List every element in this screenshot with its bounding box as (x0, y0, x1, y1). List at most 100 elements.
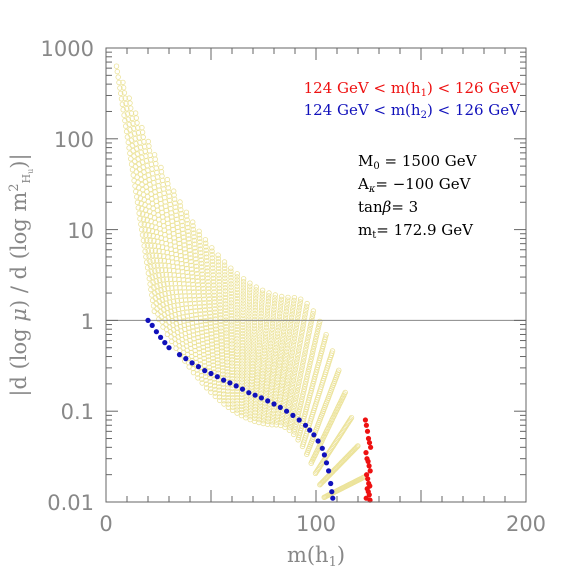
scan-point (278, 299, 284, 305)
scan-point (203, 244, 209, 250)
scan-point (224, 346, 230, 352)
scan-point (271, 364, 277, 371)
scan-point (184, 220, 191, 227)
scan-point (228, 271, 234, 278)
scan-point (245, 331, 252, 337)
scan-point (174, 216, 180, 222)
scan-point (293, 361, 299, 367)
scan-point (307, 324, 313, 330)
scan-point (313, 333, 319, 340)
y-tick-label: 10 (67, 219, 94, 243)
y-tick-label: 1 (81, 310, 94, 334)
scan-point (196, 235, 203, 242)
scan-point (198, 260, 205, 267)
scan-point (303, 376, 310, 382)
scan-point (155, 288, 161, 294)
scan-point (250, 343, 257, 349)
scan-point (271, 300, 278, 307)
scan-point (147, 237, 153, 244)
scan-point (123, 128, 130, 135)
scan-point (289, 352, 295, 358)
scan-point (143, 254, 149, 260)
scan-point (239, 364, 245, 370)
scan-point (313, 469, 319, 475)
scan-point (263, 327, 269, 334)
scan-point (307, 361, 313, 367)
scan-point (177, 199, 183, 205)
scan-point (284, 343, 291, 349)
scan-point (133, 188, 139, 195)
scan-point (184, 309, 190, 315)
scan-point (244, 358, 251, 364)
scan-point (276, 319, 282, 325)
series-point (158, 334, 164, 340)
scan-point (249, 375, 255, 382)
scan-point (267, 352, 273, 358)
param-tanbeta: tanβ= 3 (358, 198, 418, 216)
scan-point (299, 443, 306, 450)
scan-point (318, 481, 324, 487)
scan-point (319, 348, 325, 354)
scan-point (272, 353, 278, 359)
scan-point (283, 386, 290, 392)
scan-point (180, 230, 186, 236)
scan-point (194, 278, 201, 284)
scan-point (217, 302, 223, 308)
scan-point (142, 248, 148, 255)
scan-point (240, 297, 246, 303)
scan-point (118, 96, 125, 102)
scan-point (213, 326, 219, 332)
scan-point (222, 285, 228, 291)
scan-point (321, 339, 327, 345)
legend-entry-h2: 124 GeV < m(h2) < 126 GeV (304, 101, 522, 121)
scan-point (258, 305, 265, 311)
scan-point (298, 369, 304, 375)
scan-point (263, 321, 270, 328)
scan-point (276, 316, 282, 322)
series-point (277, 404, 283, 410)
scan-point (180, 226, 186, 233)
scan-point (240, 312, 246, 318)
scan-point (304, 340, 310, 346)
scan-point (269, 326, 275, 332)
scan-point (263, 330, 269, 336)
scan-point (215, 265, 222, 272)
scan-point (254, 369, 261, 375)
scan-point (219, 358, 225, 364)
scan-point (289, 311, 295, 318)
scan-point (278, 385, 285, 391)
scan-point (265, 366, 271, 372)
scan-point (238, 412, 245, 419)
scan-point (283, 351, 289, 357)
scan-point (223, 340, 230, 346)
scan-point (218, 335, 225, 341)
scan-point (279, 379, 285, 386)
series-point (315, 438, 321, 444)
scan-point (293, 421, 299, 428)
scan-point (214, 343, 220, 349)
scan-point (288, 314, 295, 321)
scan-point (284, 383, 290, 389)
scan-point (187, 247, 193, 253)
series-point (366, 440, 373, 446)
scan-point (234, 302, 240, 308)
scan-point (246, 313, 252, 319)
scan-point (249, 366, 256, 373)
scan-point (251, 331, 257, 337)
scan-point (305, 334, 311, 341)
series-point (145, 317, 151, 323)
scan-point (210, 272, 216, 278)
scan-point (195, 375, 201, 381)
series-point (195, 364, 201, 370)
scan-point (239, 361, 245, 367)
scan-point (126, 145, 132, 151)
scan-point (179, 301, 185, 308)
scan-point (265, 372, 271, 378)
scan-point (117, 85, 123, 91)
scan-point (222, 281, 228, 288)
scan-point (317, 318, 323, 325)
scan-point (273, 347, 279, 354)
scan-point (277, 359, 283, 366)
scan-point (239, 339, 246, 346)
scan-point (143, 212, 150, 218)
